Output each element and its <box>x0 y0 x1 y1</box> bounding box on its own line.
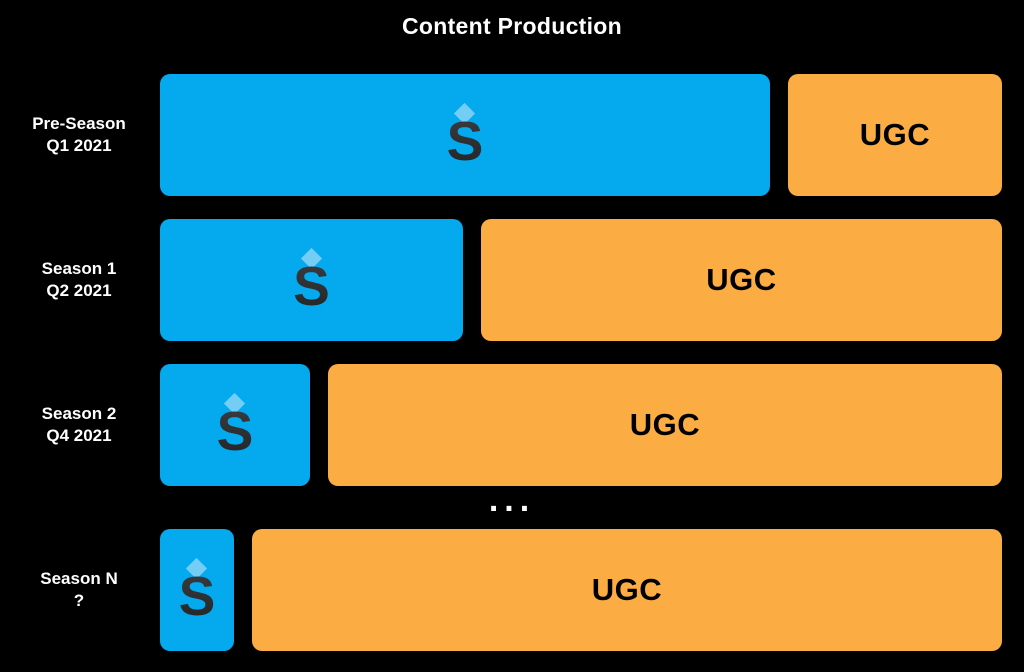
ugc-bar: UGC <box>252 529 1002 651</box>
row-bars: S UGC <box>160 364 1002 486</box>
row-label-line2: ? <box>73 591 85 610</box>
company-content-bar: S <box>160 74 770 196</box>
row-label-line2: Q2 2021 <box>46 281 112 300</box>
ugc-label: UGC <box>591 572 663 607</box>
company-content-bar: S <box>160 364 310 486</box>
ugc-bar: UGC <box>481 219 1002 341</box>
ugc-label: UGC <box>859 117 931 152</box>
row-label-line2: Q4 2021 <box>46 426 112 445</box>
row-label: Season N ? <box>0 529 158 651</box>
row-label-line1: Pre-Season <box>32 113 126 133</box>
company-content-bar: S <box>160 219 463 341</box>
s-logo-icon: S <box>289 247 335 317</box>
row-label-line1: Season 1 <box>41 258 117 278</box>
timeline-row-season-2: Season 2 Q4 2021 S UGC <box>0 364 1024 486</box>
s-letter-glyph: S <box>293 255 330 317</box>
ugc-label: UGC <box>629 407 701 442</box>
row-label-line1: Season 2 <box>41 403 117 423</box>
s-logo-icon: S <box>212 392 258 462</box>
ugc-bar: UGC <box>328 364 1002 486</box>
row-bars: S UGC <box>160 219 1002 341</box>
row-label-line2: Q1 2021 <box>46 136 112 155</box>
ellipsis-separator: ... <box>488 481 536 519</box>
row-label: Pre-Season Q1 2021 <box>0 74 158 196</box>
s-logo-icon: S <box>174 557 220 627</box>
s-letter-glyph: S <box>178 565 216 627</box>
s-letter-glyph: S <box>446 110 484 172</box>
row-bars: S UGC <box>160 74 1002 196</box>
timeline-row-season-n: Season N ? S UGC <box>0 529 1024 651</box>
company-content-bar: S <box>160 529 234 651</box>
row-label-line1: Season N <box>40 568 118 588</box>
ugc-bar: UGC <box>788 74 1002 196</box>
timeline-row-preseason: Pre-Season Q1 2021 S UGC <box>0 74 1024 196</box>
row-label: Season 1 Q2 2021 <box>0 219 158 341</box>
s-letter-glyph: S <box>216 400 254 462</box>
row-bars: S UGC <box>160 529 1002 651</box>
page-title: Content Production <box>401 13 623 39</box>
ugc-label: UGC <box>706 262 777 297</box>
row-label: Season 2 Q4 2021 <box>0 364 158 486</box>
s-logo-icon: S <box>442 102 488 172</box>
timeline-row-season-1: Season 1 Q2 2021 S UGC <box>0 219 1024 341</box>
